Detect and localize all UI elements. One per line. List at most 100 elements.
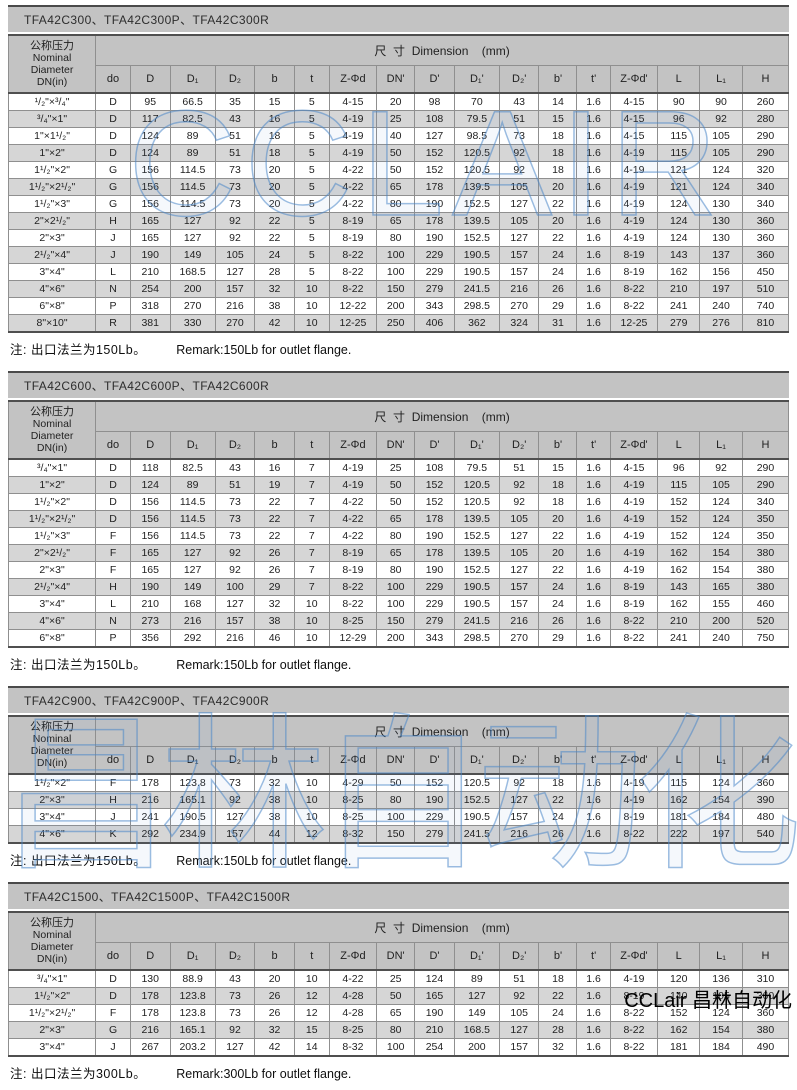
table-row: 3"×4" L 210 168 127 32 10 8-22 100 229 190.5 157 24 1… — [7, 595, 790, 613]
table-cell: 480 — [741, 808, 790, 826]
table-row: 4"×6" N 273 216 157 38 10 8-25 150 279 241.5 216 26 1… — [7, 612, 790, 630]
table-cell: 26 — [538, 612, 578, 630]
table-cell: 26 — [538, 825, 578, 844]
table-cell: 298.5 — [453, 629, 500, 648]
table-cell: 165.1 — [169, 791, 216, 809]
table-cell: 4-19 — [328, 458, 378, 477]
table-cell: 22 — [254, 493, 295, 511]
table-row: ³/₄"×1" D 117 82.5 43 16 5 4-19 25 108 79.5 51 15 1.6… — [7, 110, 790, 128]
dimension-header: 尺 寸 Dimension (mm) — [95, 715, 789, 747]
row-header-line: Diameter — [30, 64, 74, 76]
table-cell: 168.5 — [169, 263, 216, 281]
table-cell: 157 — [214, 280, 256, 298]
table-cell: 139.5 — [453, 510, 500, 528]
table-cell: 152 — [414, 493, 455, 511]
table-cell: 127 — [498, 195, 540, 213]
table-cell: 4-15 — [328, 92, 378, 111]
table-cell: 1.6 — [576, 314, 611, 333]
table-cell: 5 — [293, 229, 330, 247]
table-row: 3"×4" J 241 190.5 127 38 10 8-25 100 229 190.5 157 2… — [7, 808, 790, 826]
table-cell: 156 — [129, 510, 171, 528]
table-cell: 197 — [699, 825, 743, 844]
table-cell: 200 — [453, 1038, 500, 1057]
table-cell: 22 — [538, 527, 578, 545]
table-cell: 42 — [254, 314, 295, 333]
table-cell: D — [95, 969, 131, 988]
table-cell: 149 — [169, 246, 216, 264]
column-header: L — [657, 65, 701, 94]
table-cell: 150 — [376, 280, 416, 298]
table-cell: 184 — [699, 808, 743, 826]
table-cell: 24 — [538, 595, 578, 613]
table-cell: 96 — [657, 458, 701, 477]
size-cell: 6"×8" — [7, 297, 97, 315]
table-cell: P — [95, 629, 131, 648]
table-cell: 22 — [538, 561, 578, 579]
table-cell: 130 — [699, 212, 743, 230]
table-cell: 340 — [741, 178, 790, 196]
note-zh: 注: 出口法兰为150Lb。 — [10, 854, 147, 868]
table-cell: 8-19 — [609, 246, 659, 264]
table-cell: 16 — [254, 110, 295, 128]
table-cell: 1.6 — [576, 773, 611, 792]
table-cell: 1.6 — [576, 92, 611, 111]
table-cell: R — [95, 314, 131, 333]
table-head: 公称压力 Nominal Diameter DN(in) 尺 寸 Dimension (… — [7, 34, 790, 94]
table-cell: 152.5 — [453, 229, 500, 247]
table-cell: 90 — [699, 92, 743, 111]
table-cell: 124 — [699, 161, 743, 179]
table-cell: 4-19 — [609, 561, 659, 579]
table-cell: 279 — [414, 280, 455, 298]
table-cell: 124 — [657, 229, 701, 247]
table-cell: 4-22 — [328, 161, 378, 179]
table-cell: 114.5 — [169, 161, 216, 179]
table-cell: 88.9 — [169, 969, 216, 988]
column-header: D₂ — [214, 746, 256, 775]
table-cell: 18 — [254, 127, 295, 145]
table-cell: 1.6 — [576, 144, 611, 162]
table-cell: 50 — [376, 773, 416, 792]
table-cell: 520 — [741, 612, 790, 630]
table-cell: 43 — [498, 92, 540, 111]
size-cell: 3"×4" — [7, 263, 97, 281]
column-header: D₁ — [169, 431, 216, 460]
table-cell: 95 — [129, 92, 171, 111]
table-row: 2"×3" J 165 127 92 22 5 8-19 80 190 152.5 127 22 1.6 4… — [7, 229, 790, 247]
row-header-line: 公称压力 — [30, 917, 75, 929]
table-cell: 184 — [699, 1038, 743, 1057]
column-header: H — [741, 746, 790, 775]
table-cell: 157 — [498, 1038, 540, 1057]
table-cell: 4-22 — [328, 178, 378, 196]
table-cell: 8-19 — [609, 578, 659, 596]
row-header-line: DN(in) — [36, 442, 68, 454]
table-cell: 22 — [254, 510, 295, 528]
table-cell: 22 — [254, 229, 295, 247]
column-header: D₂' — [498, 746, 540, 775]
table-cell: 127 — [498, 791, 540, 809]
table-cell: 114.5 — [169, 195, 216, 213]
column-header: b — [254, 746, 295, 775]
column-header: DN' — [376, 65, 416, 94]
table-cell: 24 — [538, 808, 578, 826]
table-cell: 50 — [376, 476, 416, 494]
table-cell: 190 — [129, 578, 171, 596]
table-cell: 157 — [214, 612, 256, 630]
table-cell: 1.6 — [576, 280, 611, 298]
table-cell: 8-22 — [328, 246, 378, 264]
table-cell: 197 — [699, 280, 743, 298]
table-cell: 181 — [657, 808, 701, 826]
table-cell: 460 — [741, 595, 790, 613]
table-cell: 7 — [293, 458, 330, 477]
table-cell: 149 — [169, 578, 216, 596]
table-cell: 1.6 — [576, 791, 611, 809]
size-cell: 1¹/₂"×2¹/₂" — [7, 510, 97, 528]
table-cell: 190 — [414, 561, 455, 579]
table-cell: 124 — [699, 527, 743, 545]
table-cell: 20 — [538, 544, 578, 562]
table-cell: 1.6 — [576, 178, 611, 196]
table-cell: 165.1 — [169, 1021, 216, 1039]
table-cell: 92 — [699, 110, 743, 128]
table-cell: 360 — [741, 212, 790, 230]
table-cell: 18 — [538, 127, 578, 145]
column-header: b — [254, 65, 295, 94]
